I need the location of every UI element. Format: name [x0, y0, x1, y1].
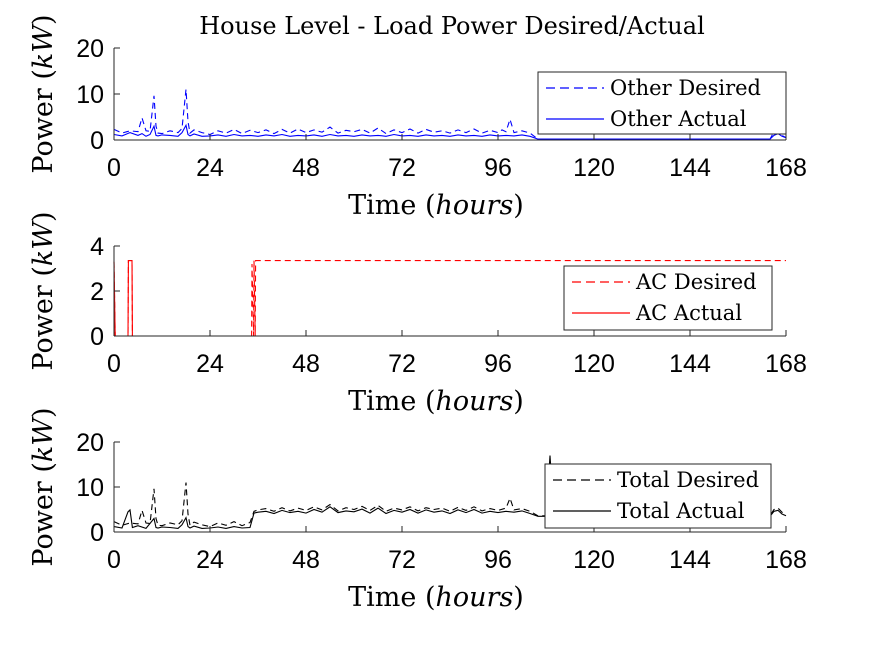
y-tick-label: 20	[76, 429, 104, 457]
x-tick-label: 72	[388, 350, 416, 378]
x-tick-label: 0	[107, 350, 121, 378]
y-axis-label: Power (kW)	[28, 407, 59, 566]
chart-total: 0 24 48 72 96 120 144 168 0 10 20 Time (hours) Power…	[28, 407, 807, 613]
x-axis-label: Time (hours)	[348, 190, 524, 221]
x-tick-label: 144	[669, 350, 711, 378]
x-tick-label: 72	[388, 546, 416, 574]
legend-label: AC Desired	[635, 270, 757, 294]
y-tick-label: 0	[90, 519, 104, 547]
legend-label: Other Actual	[610, 107, 747, 131]
legend-label: Total Actual	[617, 499, 745, 523]
legend-label: Other Desired	[610, 76, 761, 100]
y-tick-label: 2	[90, 278, 104, 306]
legend-box	[544, 463, 772, 529]
x-tick-label: 168	[765, 546, 807, 574]
y-tick-label: 10	[76, 474, 104, 502]
x-tick-label: 96	[484, 154, 512, 182]
legend-label: AC Actual	[635, 301, 742, 325]
y-axis-label: Power (kW)	[28, 211, 59, 370]
x-axis-label: Time (hours)	[348, 582, 524, 613]
x-tick-label: 144	[669, 154, 711, 182]
x-tick-label: 120	[573, 350, 615, 378]
x-tick-label: 168	[765, 154, 807, 182]
x-tick-label: 0	[107, 546, 121, 574]
x-tick-label: 24	[196, 546, 224, 574]
legend-box	[537, 71, 787, 135]
y-tick-label: 0	[90, 323, 104, 351]
x-tick-label: 168	[765, 350, 807, 378]
x-tick-label: 120	[573, 546, 615, 574]
x-tick-label: 0	[107, 154, 121, 182]
y-tick-label: 20	[76, 35, 104, 63]
x-tick-label: 96	[484, 350, 512, 378]
legend: AC Desired AC Actual	[563, 265, 773, 331]
x-axis-label: Time (hours)	[348, 386, 524, 417]
series-line-other-desired	[113, 89, 787, 140]
chart-other: 0 24 48 72 96 120 144 168 0 10 20 Time (hours) Power…	[28, 14, 807, 221]
y-tick-label: 4	[90, 233, 104, 261]
x-tick-label: 48	[292, 546, 320, 574]
legend-label: Total Desired	[617, 468, 759, 492]
figure-title: House Level - Load Power Desired/Actual	[199, 12, 705, 40]
x-tick-label: 48	[292, 154, 320, 182]
x-tick-label: 72	[388, 154, 416, 182]
x-tick-label: 96	[484, 546, 512, 574]
y-tick-label: 10	[76, 81, 104, 109]
x-tick-label: 48	[292, 350, 320, 378]
y-tick-label: 0	[90, 127, 104, 155]
series-line-total-desired	[113, 482, 787, 528]
series-line-other-actual	[113, 123, 787, 140]
legend: Other Desired Other Actual	[537, 71, 787, 135]
y-axis-label: Power (kW)	[28, 14, 59, 173]
legend-box	[563, 265, 773, 331]
legend: Total Desired Total Actual	[544, 463, 772, 529]
x-tick-label: 24	[196, 154, 224, 182]
x-tick-label: 120	[573, 154, 615, 182]
x-tick-label: 24	[196, 350, 224, 378]
x-tick-label: 144	[669, 546, 711, 574]
